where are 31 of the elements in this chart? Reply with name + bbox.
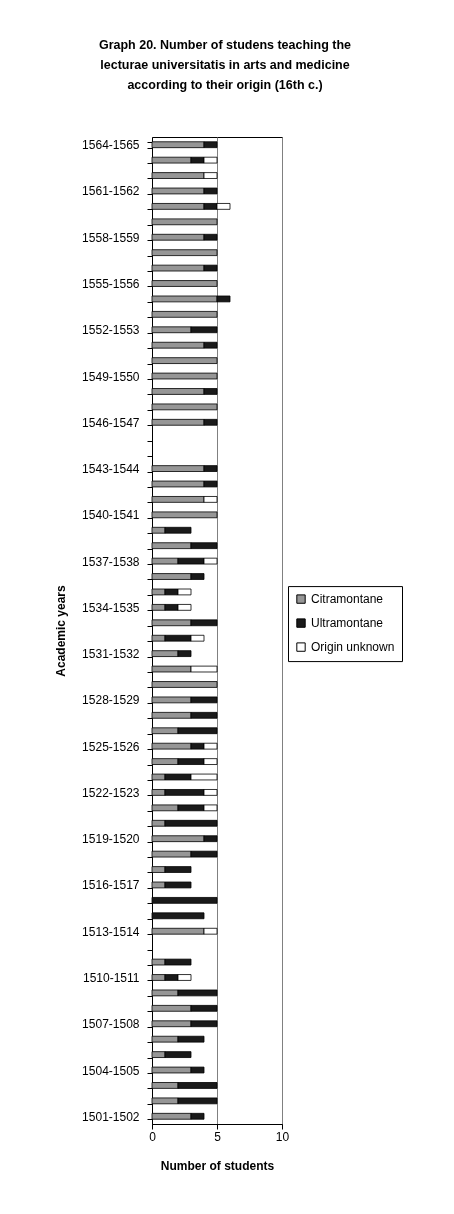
y-tick-label: 1558-1559 [82, 230, 140, 245]
chart-title: Graph 20. Number of studens teaching the lecturae universitatis in arts and medicine according to their origin (16th c.) [98, 37, 352, 92]
legend-label: Origin unknown [311, 640, 395, 655]
y-tick-label: 1510-1511 [83, 970, 140, 985]
y-tick-label: 1504-1505 [82, 1063, 140, 1078]
y-axis-title: Academic years [54, 584, 69, 677]
y-tick-label: 1552-1553 [82, 323, 140, 338]
x-tick-label: 5 [214, 1129, 222, 1144]
y-tick-label: 1522-1523 [82, 785, 140, 800]
y-tick-label: 1501-1502 [82, 1109, 140, 1124]
y-tick-label: 1546-1547 [82, 415, 140, 430]
y-tick-label: 1564-1565 [82, 138, 140, 153]
x-tick-label: 10 [275, 1129, 290, 1144]
y-tick-label: 1531-1532 [82, 647, 140, 662]
y-tick-label: 1513-1514 [82, 924, 140, 939]
y-tick-label: 1534-1535 [82, 600, 140, 615]
y-tick-label: 1540-1541 [82, 508, 140, 523]
x-axis-title: Number of students [160, 1158, 275, 1173]
y-tick-label: 1537-1538 [82, 554, 140, 569]
y-tick-label: 1543-1544 [82, 462, 140, 477]
y-tick-label: 1516-1517 [82, 878, 140, 893]
y-tick-label: 1507-1508 [82, 1017, 140, 1032]
y-tick-label: 1561-1562 [82, 184, 140, 199]
y-tick-label: 1528-1529 [82, 693, 140, 708]
y-tick-label: 1555-1556 [82, 277, 140, 292]
legend-label: Ultramontane [311, 616, 384, 631]
y-tick-label: 1549-1550 [82, 369, 140, 384]
y-tick-label: 1525-1526 [82, 739, 140, 754]
y-tick-label: 1519-1520 [82, 832, 140, 847]
legend-label: Citramontane [311, 592, 384, 607]
x-tick-label: 0 [149, 1129, 157, 1144]
